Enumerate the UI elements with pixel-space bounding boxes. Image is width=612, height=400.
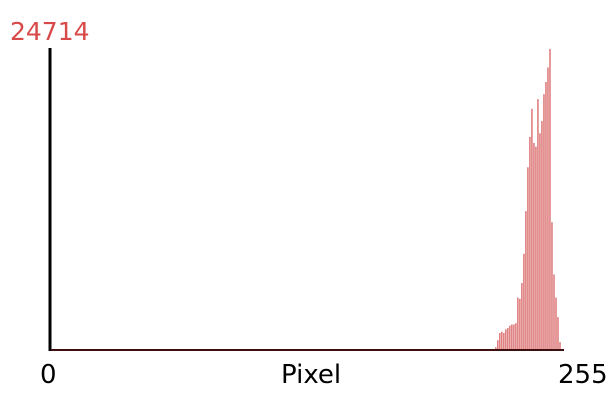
x-axis-title: Pixel bbox=[281, 360, 341, 390]
histogram-bars bbox=[495, 49, 561, 350]
x-tick-label-min: 0 bbox=[40, 360, 57, 390]
y-max-label: 24714 bbox=[10, 17, 90, 46]
x-tick-label-max: 255 bbox=[558, 360, 608, 390]
